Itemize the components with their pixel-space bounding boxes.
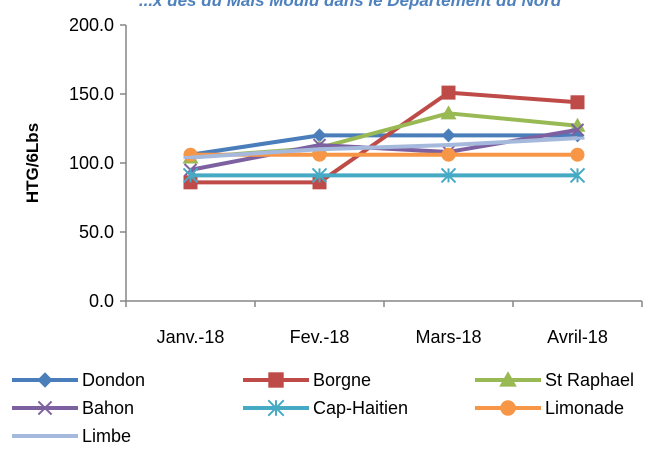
data-point-cap-haitien <box>440 167 457 184</box>
x-tick-label: Mars-18 <box>415 327 481 347</box>
data-point-st-raphael <box>440 105 457 120</box>
legend-label-borgne: Borgne <box>313 370 371 390</box>
x-tick-label: Avril-18 <box>547 327 608 347</box>
legend-label-bahon: Bahon <box>82 398 134 418</box>
legend-item-st-raphael: St Raphael <box>475 370 634 390</box>
data-point-limonade <box>441 147 456 162</box>
y-tick-label: 150.0 <box>69 84 114 104</box>
legend-marker-borgne <box>268 372 284 388</box>
legend-label-cap-haitien: Cap-Haitien <box>313 398 408 418</box>
series-line-limbe <box>190 136 578 160</box>
data-point-limonade <box>183 147 198 162</box>
axes: 0.0 50.0 100.0 150.0 200.0 Janv.-18 Fev.-18 Mar… <box>69 15 643 347</box>
legend-label-limbe: Limbe <box>82 426 131 446</box>
legend-item-limonade: Limonade <box>475 398 624 418</box>
data-point-borgne <box>441 85 456 100</box>
y-tick-label: 200.0 <box>69 15 114 35</box>
y-axis-label: HTG/6Lbs <box>23 123 42 203</box>
data-point-dondon <box>312 128 327 143</box>
legend-label-dondon: Dondon <box>82 370 145 390</box>
legend-item-limbe: Limbe <box>12 426 131 446</box>
legend-item-bahon: Bahon <box>12 398 134 418</box>
data-point-st-raphael <box>569 117 586 132</box>
x-tick-label: Janv.-18 <box>157 327 225 347</box>
legend-marker-bahon <box>37 400 53 416</box>
data-point-cap-haitien <box>311 167 328 184</box>
y-tick-label: 50.0 <box>79 222 114 242</box>
series-layer <box>182 85 586 190</box>
legend-item-dondon: Dondon <box>12 370 145 390</box>
legend-item-borgne: Borgne <box>243 370 371 390</box>
series-cap-haitien <box>182 167 586 184</box>
data-point-cap-haitien <box>182 167 199 184</box>
series-line-borgne <box>190 90 578 185</box>
data-point-bahon <box>570 123 585 137</box>
series-limbe <box>183 136 585 160</box>
legend-marker-cap-haitien <box>267 399 285 417</box>
data-point-borgne <box>570 95 585 110</box>
legend-marker-dondon <box>37 372 53 388</box>
data-point-cap-haitien <box>569 167 586 184</box>
legend: Dondon Borgne St Raphael Bahon Cap-Haitien Li… <box>12 370 634 446</box>
x-tick-label: Fev.-18 <box>290 327 350 347</box>
legend-label-st-raphael: St Raphael <box>545 370 634 390</box>
chart-title: ...x des du Mais Moulu dans le Departeme… <box>139 0 562 10</box>
legend-item-cap-haitien: Cap-Haitien <box>243 398 408 418</box>
y-tick-label: 100.0 <box>69 153 114 173</box>
legend-label-limonade: Limonade <box>545 398 624 418</box>
data-point-limonade <box>570 147 585 162</box>
data-point-dondon <box>441 128 456 143</box>
legend-marker-st-raphael <box>499 371 517 387</box>
y-tick-label: 0.0 <box>89 291 114 311</box>
series-dondon <box>183 128 585 162</box>
legend-marker-limonade <box>500 400 516 416</box>
